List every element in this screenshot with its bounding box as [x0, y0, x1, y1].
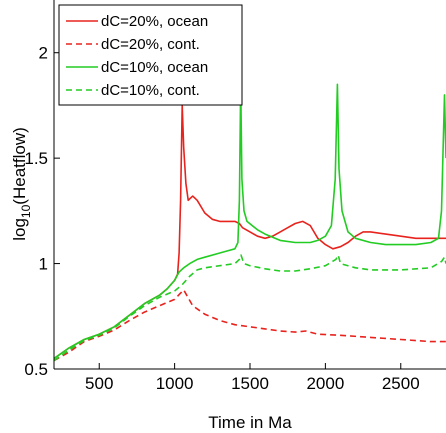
legend-label: dC=10%, cont. [101, 82, 200, 99]
x-tick-label: 2000 [306, 374, 344, 393]
x-axis-title: Time in Ma [208, 413, 292, 432]
y-axis-title: log10(Heatflow) [10, 127, 33, 241]
legend-box [58, 4, 243, 106]
x-tick-label: 500 [85, 374, 113, 393]
series-line-2 [54, 289, 446, 362]
y-tick-label: 1.5 [24, 149, 48, 168]
x-tick-label: 1000 [156, 374, 194, 393]
y-axis-ticks: 0.5 1 1.5 2 [24, 44, 60, 379]
plot-area [54, 83, 446, 362]
legend-label: dC=10%, ocean [101, 59, 208, 76]
y-axis-title-rest: (Heatflow) [10, 127, 29, 204]
y-tick-label: 2 [39, 44, 48, 63]
y-axis-title-base: log [10, 218, 29, 241]
series-line-3 [54, 83, 446, 360]
legend-label: dC=20%, ocean [101, 13, 208, 30]
x-tick-label: 2500 [382, 374, 420, 393]
x-axis-ticks: 500 1000 1500 2000 2500 [85, 363, 420, 393]
legend: dC=20%, ocean dC=20%, cont. dC=10%, ocean d… [58, 4, 243, 106]
legend-label: dC=20%, cont. [101, 36, 200, 53]
y-tick-label: 1 [39, 255, 48, 274]
y-axis-title-subscript: 10 [19, 204, 33, 218]
series-line-4 [54, 254, 446, 362]
y-tick-label: 0.5 [24, 360, 48, 379]
x-tick-label: 1500 [231, 374, 269, 393]
